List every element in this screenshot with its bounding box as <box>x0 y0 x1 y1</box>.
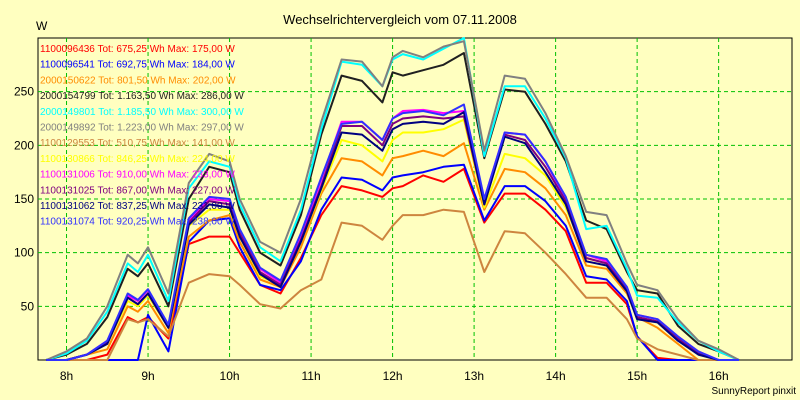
series-lines <box>45 37 740 361</box>
x-tick-label-6: 14h <box>546 369 566 383</box>
x-tick-label-8: 16h <box>709 369 729 383</box>
y-axis-label: W <box>36 19 48 33</box>
legend-entry-9: 1100131025 Tot: 867,00 Wh Max: 227,00 W <box>40 185 235 196</box>
legend-entry-11: 1100131074 Tot: 920,25 Wh Max: 238,00 W <box>40 217 235 228</box>
y-tick-label-2: 150 <box>14 192 34 206</box>
legend-entry-1: 1100096541 Tot: 692,75 Wh Max: 184,00 W <box>40 60 235 71</box>
x-tick-labels: 8h 9h 10h 11h 12h 13h 14h 15h 16h <box>60 369 729 383</box>
legend-entry-8: 1100131006 Tot: 910,00 Wh Max: 233,00 W <box>40 170 235 181</box>
footer-credit: SunnyReport pinxit <box>712 386 797 397</box>
y-tick-label-3: 200 <box>14 138 34 152</box>
x-tick-label-2: 10h <box>220 369 240 383</box>
legend-entry-5: 2000149892 Tot: 1.223,00 Wh Max: 297,00 … <box>40 123 244 134</box>
legend-entry-7: 1100130866 Tot: 846,25 Wh Max: 224,00 W <box>40 154 235 165</box>
series-line-5 <box>45 40 740 361</box>
series-line-11 <box>46 103 739 361</box>
x-tick-label-0: 8h <box>60 369 73 383</box>
x-tick-label-7: 15h <box>627 369 647 383</box>
series-line-10 <box>46 111 739 361</box>
chart-title: Wechselrichtervergleich vom 07.11.2008 <box>283 12 517 27</box>
legend-entry-3: 2000154799 Tot: 1.163,50 Wh Max: 286,00 … <box>40 91 244 102</box>
y-tick-label-4: 250 <box>14 85 34 99</box>
x-tick-label-3: 11h <box>301 369 320 383</box>
legend-entry-10: 1100131062 Tot: 837,25 Wh Max: 231,00 W <box>40 201 235 212</box>
y-tick-label-0: 50 <box>21 299 35 313</box>
series-line-6 <box>46 208 739 361</box>
y-tick-labels: 50 100 150 200 250 <box>14 85 34 314</box>
x-tick-label-4: 12h <box>383 369 403 383</box>
series-line-2 <box>46 142 739 361</box>
series-line-3 <box>45 52 740 361</box>
legend-entry-6: 1100129553 Tot: 510,75 Wh Max: 141,00 W <box>40 138 235 149</box>
x-tick-label-5: 13h <box>464 369 484 383</box>
x-tick-label-1: 9h <box>141 369 154 383</box>
legend: 1100096436 Tot: 675,25 Wh Max: 175,00 W 1… <box>40 44 244 228</box>
legend-entry-2: 2000150622 Tot: 801,50 Wh Max: 202,00 W <box>40 75 236 86</box>
legend-entry-0: 1100096436 Tot: 675,25 Wh Max: 175,00 W <box>40 44 235 55</box>
y-tick-label-1: 100 <box>14 246 34 260</box>
legend-entry-4: 2000149801 Tot: 1.185,50 Wh Max: 300,00 … <box>40 107 244 118</box>
